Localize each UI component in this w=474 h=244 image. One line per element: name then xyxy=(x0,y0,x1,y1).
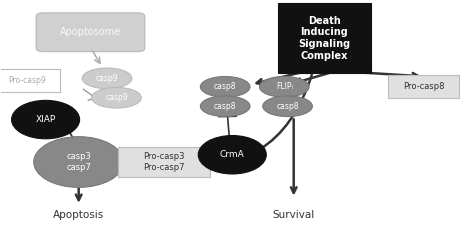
Ellipse shape xyxy=(259,77,309,97)
Text: casp9: casp9 xyxy=(96,74,118,83)
Text: Death
Inducing
Signaling
Complex: Death Inducing Signaling Complex xyxy=(298,16,350,61)
Text: CrmA: CrmA xyxy=(220,150,245,159)
Text: casp8: casp8 xyxy=(276,102,299,111)
FancyBboxPatch shape xyxy=(278,3,371,73)
Text: casp8: casp8 xyxy=(214,82,237,91)
Text: Survival: Survival xyxy=(273,210,315,220)
Ellipse shape xyxy=(11,100,80,139)
Ellipse shape xyxy=(201,77,250,97)
Text: Pro-casp8: Pro-casp8 xyxy=(403,82,445,91)
Ellipse shape xyxy=(82,68,132,89)
FancyBboxPatch shape xyxy=(118,147,210,177)
Text: FLIPₗ: FLIPₗ xyxy=(276,82,293,91)
Text: XIAP: XIAP xyxy=(36,115,56,124)
FancyBboxPatch shape xyxy=(0,69,60,92)
Text: Pro-casp3
Pro-casp7: Pro-casp3 Pro-casp7 xyxy=(143,152,184,172)
Ellipse shape xyxy=(34,137,124,187)
Text: casp9: casp9 xyxy=(105,93,128,102)
Ellipse shape xyxy=(91,87,141,108)
Text: Apoptosome: Apoptosome xyxy=(60,27,121,37)
Text: Apoptosis: Apoptosis xyxy=(53,210,104,220)
FancyBboxPatch shape xyxy=(388,75,459,98)
FancyBboxPatch shape xyxy=(36,13,145,52)
Ellipse shape xyxy=(201,96,250,117)
Ellipse shape xyxy=(198,135,266,174)
Text: casp8: casp8 xyxy=(214,102,237,111)
Ellipse shape xyxy=(263,96,312,117)
Text: Pro-casp9: Pro-casp9 xyxy=(8,76,46,85)
Text: casp3
casp7: casp3 casp7 xyxy=(66,152,91,172)
